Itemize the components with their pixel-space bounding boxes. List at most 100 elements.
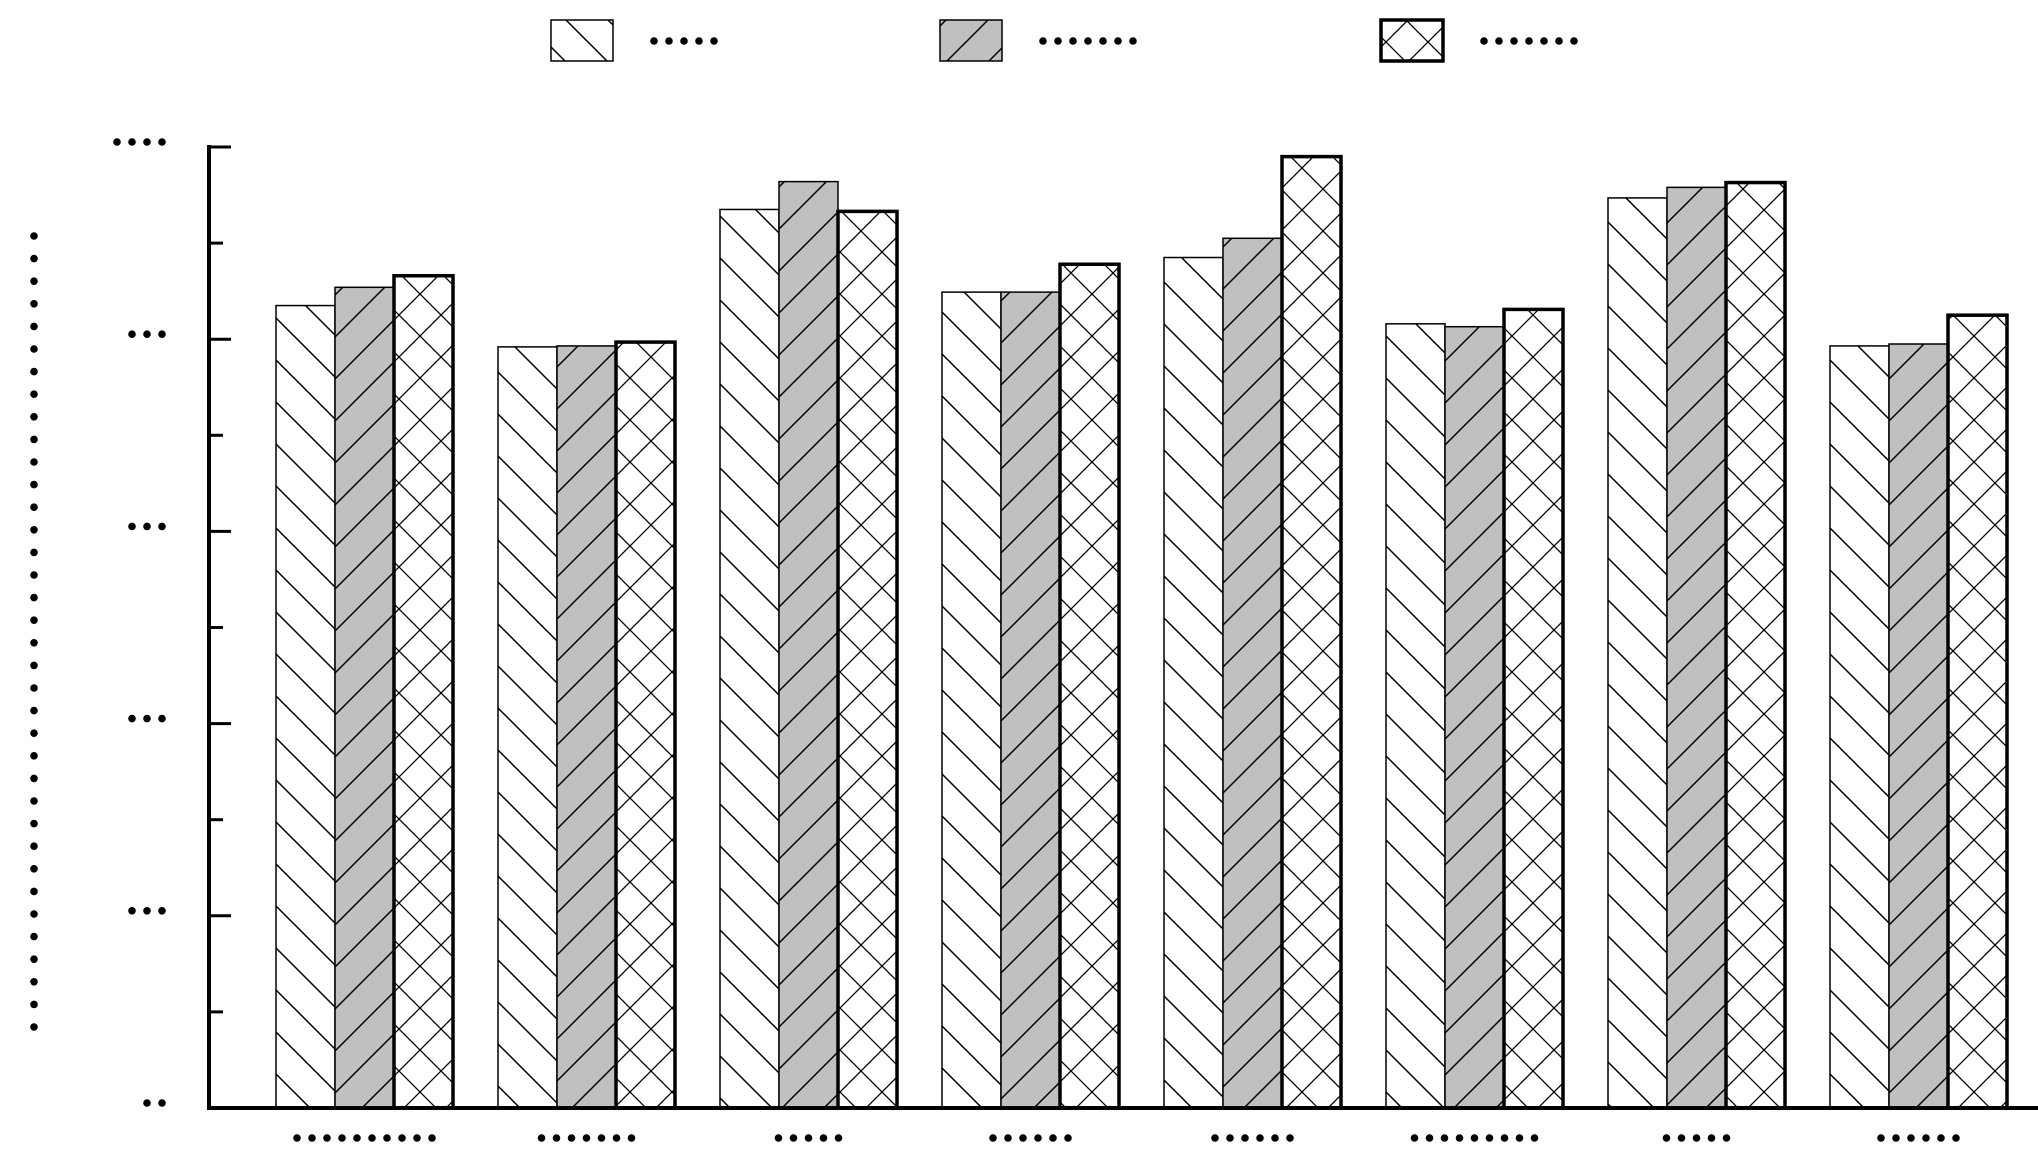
label-dot	[1099, 37, 1107, 45]
label-dot	[627, 1134, 636, 1142]
y-axis-title-dots	[30, 232, 38, 1031]
label-dot	[834, 1134, 843, 1142]
label-dot	[1907, 1134, 1915, 1142]
legend-label-2	[1039, 37, 1137, 45]
label-dot	[30, 1023, 38, 1031]
label-dot	[368, 1134, 376, 1142]
bar-s2-c4	[1000, 291, 1061, 1109]
bar-s3-c5	[1280, 154, 1343, 1110]
label-dot	[30, 345, 38, 353]
label-dot	[1114, 37, 1122, 45]
bar-s2-c7	[1666, 186, 1727, 1109]
y-tick-label	[128, 907, 166, 915]
label-dot	[1425, 1134, 1434, 1142]
label-dot	[695, 37, 703, 45]
bar-s1-c8	[1829, 345, 1890, 1109]
x-tick-label	[989, 1134, 1072, 1142]
x-tick-label	[1877, 1134, 1960, 1142]
label-dot	[158, 330, 166, 339]
label-dot	[338, 1134, 346, 1142]
label-dot	[1049, 1134, 1057, 1142]
label-dot	[1211, 1134, 1219, 1142]
legend-item-2	[939, 19, 1137, 62]
label-dot	[30, 910, 38, 918]
label-dot	[1039, 37, 1047, 45]
label-dot	[680, 37, 688, 45]
label-dot	[582, 1134, 591, 1142]
label-dot	[1256, 1134, 1264, 1142]
label-dot	[30, 819, 38, 828]
label-dot	[30, 390, 38, 399]
label-dot	[113, 138, 121, 146]
legend-item-3	[1379, 18, 1578, 63]
label-dot	[30, 616, 38, 624]
label-dot	[1034, 1134, 1042, 1142]
label-dot	[128, 907, 136, 915]
label-dot	[30, 300, 38, 308]
label-dot	[537, 1134, 546, 1142]
bar-group-6	[1385, 307, 1565, 1110]
x-tick-label	[537, 1134, 636, 1142]
label-dot	[819, 1134, 828, 1142]
label-dot	[353, 1134, 361, 1142]
label-dot	[30, 480, 38, 489]
label-dot	[1470, 1134, 1479, 1142]
y-axis-title	[30, 232, 38, 1031]
label-dot	[665, 37, 673, 45]
x-tick-label	[293, 1134, 436, 1142]
label-dot	[1410, 1134, 1419, 1142]
label-dot	[30, 774, 38, 783]
legend-item-1	[550, 19, 718, 62]
label-dot	[128, 330, 136, 339]
label-dot	[1952, 1134, 1960, 1142]
legend-swatch-1	[550, 19, 614, 62]
label-dot	[30, 842, 38, 850]
label-dot	[1241, 1134, 1249, 1142]
label-dot	[158, 522, 166, 531]
label-dot	[308, 1134, 316, 1142]
label-dot	[30, 752, 38, 760]
bar-group-4	[941, 262, 1121, 1110]
label-dot	[1004, 1134, 1012, 1142]
label-dot	[30, 593, 38, 602]
label-dot	[1510, 37, 1518, 45]
label-dot	[128, 714, 136, 723]
label-dot	[1530, 1134, 1539, 1142]
label-dot	[30, 661, 38, 670]
bar-group-7	[1607, 180, 1787, 1110]
label-dot	[128, 522, 136, 531]
bar-s2-c6	[1444, 325, 1505, 1109]
label-dot	[1525, 37, 1533, 45]
label-dot	[1286, 1134, 1294, 1142]
label-dot	[567, 1134, 576, 1142]
label-dot	[30, 435, 38, 444]
label-dot	[1019, 1134, 1027, 1142]
label-dot	[30, 254, 38, 263]
label-dot	[1129, 37, 1137, 45]
legend	[550, 18, 1578, 63]
label-dot	[143, 907, 151, 915]
label-dot	[804, 1134, 813, 1142]
label-dot	[293, 1134, 301, 1142]
label-dot	[1555, 37, 1563, 45]
label-dot	[30, 526, 38, 534]
label-dot	[30, 729, 38, 737]
bar-group-2	[497, 340, 677, 1110]
label-dot	[1877, 1134, 1885, 1142]
label-dot	[30, 458, 38, 466]
legend-label-1	[650, 37, 718, 45]
y-tick-label	[128, 522, 166, 531]
label-dot	[398, 1134, 406, 1142]
bar-group-3	[719, 180, 899, 1110]
label-dot	[30, 232, 38, 240]
y-tick-label	[128, 330, 166, 339]
label-dot	[428, 1134, 436, 1142]
label-dot	[710, 37, 718, 45]
label-dot	[30, 706, 38, 715]
bar-s2-c1	[334, 286, 395, 1109]
label-dot	[30, 277, 38, 286]
label-dot	[383, 1134, 391, 1142]
label-dot	[1069, 37, 1077, 45]
label-dot	[1707, 1134, 1716, 1142]
bar-s3-c2	[614, 340, 677, 1110]
